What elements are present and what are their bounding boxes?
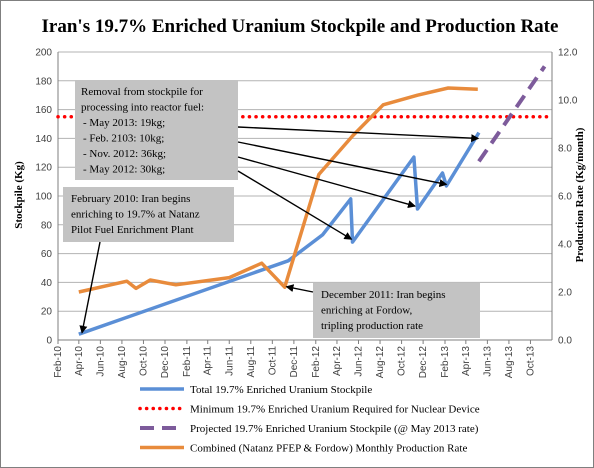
y2-tick-label: 4.0 — [558, 240, 572, 251]
legend-entry-2: Projected 19.7% Enriched Uranium Stockpi… — [140, 423, 479, 435]
x-tick-label: Feb-13 — [440, 346, 451, 378]
series-line-3 — [78, 86, 478, 294]
y-tick-label: 200 — [35, 48, 52, 59]
legend-entry-3: Combined (Natanz PFEP & Fordow) Monthly … — [140, 443, 467, 455]
annotation-text: enriching at Fordow, — [321, 305, 412, 317]
legend-label: Projected 19.7% Enriched Uranium Stockpi… — [190, 423, 479, 435]
x-tick-label: Feb-12 — [311, 346, 322, 378]
x-tick-label: Jun-12 — [353, 346, 364, 377]
axes: 0 20 40 60 80 100 120 140 160 180 200 0.0 2.0 4.0 6.0 8… — [35, 48, 578, 379]
annotation-arrow — [237, 141, 448, 188]
annotation-text: Removal from stockpile for — [81, 86, 203, 98]
annotation-arrow — [285, 284, 314, 293]
x-tick-label: Aug-13 — [504, 346, 515, 379]
x-tick-label: Apr-12 — [332, 346, 343, 376]
y-tick-label: 60 — [41, 249, 53, 260]
annotation-arrow — [79, 241, 101, 334]
x-tick-label: Jun-11 — [224, 346, 235, 376]
annotation-arrow — [237, 156, 416, 209]
y-axis-label: Stockpile (Kg) — [13, 161, 25, 229]
x-tick-label: Dec-11 — [289, 346, 300, 378]
annotation-removal: Removal from stockpile for processing int… — [75, 80, 480, 240]
x-tick-label: Oct-13 — [525, 346, 536, 376]
annotation-text: December 2011: Iran begins — [321, 289, 446, 301]
x-tick-label: Jun-10 — [95, 346, 106, 377]
y-tick-label: 120 — [35, 163, 52, 174]
y-tick-label: 20 — [41, 307, 53, 318]
y2-axis-label: Production Rate (Kg/month) — [574, 127, 586, 262]
y2-tick-label: 12.0 — [558, 48, 578, 59]
y-tick-label: 100 — [35, 192, 52, 203]
annotation-box — [313, 283, 480, 338]
annotation-feb2010: February 2010: Iran begins enriching to 1… — [63, 187, 234, 334]
annotation-box — [75, 80, 238, 180]
x-tick-label: Jun-13 — [482, 346, 493, 377]
series-line-2 — [477, 65, 547, 163]
annotation-arrow — [237, 170, 353, 240]
y-tick-label: 40 — [41, 278, 53, 289]
legend: Total 19.7% Enriched Uranium Stockpile Mi… — [138, 384, 480, 455]
x-tick-label: Dec-10 — [160, 346, 171, 379]
x-tick-label: Aug-10 — [117, 346, 128, 379]
x-tick-label: Apr-11 — [203, 346, 214, 376]
legend-label: Minimum 19.7% Enriched Uranium Required … — [190, 404, 480, 416]
annotation-text: - May 2013: 19kg; — [83, 117, 165, 129]
chart-title: Iran's 19.7% Enriched Uranium Stockpile … — [42, 16, 559, 37]
y-tick-label: 80 — [41, 220, 53, 231]
annotation-text: Pilot Fuel Enrichment Plant — [71, 224, 194, 236]
y-tick-label: 180 — [35, 76, 52, 87]
y2-tick-label: 0.0 — [558, 336, 572, 347]
legend-label: Combined (Natanz PFEP & Fordow) Monthly … — [190, 443, 467, 455]
x-tick-label: Feb-10 — [53, 346, 64, 378]
y-tick-label: 0 — [46, 336, 52, 347]
y2-tick-label: 10.0 — [558, 96, 578, 107]
y-tick-label: 160 — [35, 105, 52, 116]
x-tick-label: Oct-10 — [138, 346, 149, 376]
x-tick-label: Aug-12 — [375, 346, 386, 379]
legend-label: Total 19.7% Enriched Uranium Stockpile — [190, 384, 372, 396]
annotation-text: - May 2012: 30kg; — [83, 164, 165, 176]
annotation-text: - Nov. 2012: 36kg; — [83, 148, 166, 160]
legend-entry-1: Minimum 19.7% Enriched Uranium Required … — [138, 404, 480, 416]
annotation-dec2011: December 2011: Iran begins enriching at F… — [285, 283, 480, 338]
annotation-text: - Feb. 2103: 10kg; — [83, 133, 164, 145]
y2-tick-label: 8.0 — [558, 144, 572, 155]
annotation-box — [63, 187, 234, 242]
annotation-arrow — [237, 126, 480, 143]
annotation-text: processing into reactor fuel: — [81, 102, 204, 114]
x-tick-label: Dec-12 — [418, 346, 429, 379]
annotation-text: tripling production rate — [321, 320, 423, 332]
annotation-text: enriching to 19.7% at Natanz — [71, 209, 200, 221]
y2-tick-label: 6.0 — [558, 192, 572, 203]
y-tick-label: 140 — [35, 134, 52, 145]
x-tick-label: Oct-11 — [267, 346, 278, 376]
x-tick-label: Feb-11 — [182, 346, 193, 377]
x-tick-label: Oct-12 — [397, 346, 408, 376]
legend-entry-0: Total 19.7% Enriched Uranium Stockpile — [140, 384, 372, 396]
y2-tick-label: 2.0 — [558, 288, 572, 299]
x-tick-label: Apr-13 — [461, 346, 472, 376]
x-tick-label: Apr-10 — [74, 346, 85, 376]
x-tick-label: Aug-11 — [246, 346, 257, 378]
annotations: Removal from stockpile for processing int… — [63, 80, 480, 338]
annotation-text: February 2010: Iran begins — [71, 193, 190, 205]
